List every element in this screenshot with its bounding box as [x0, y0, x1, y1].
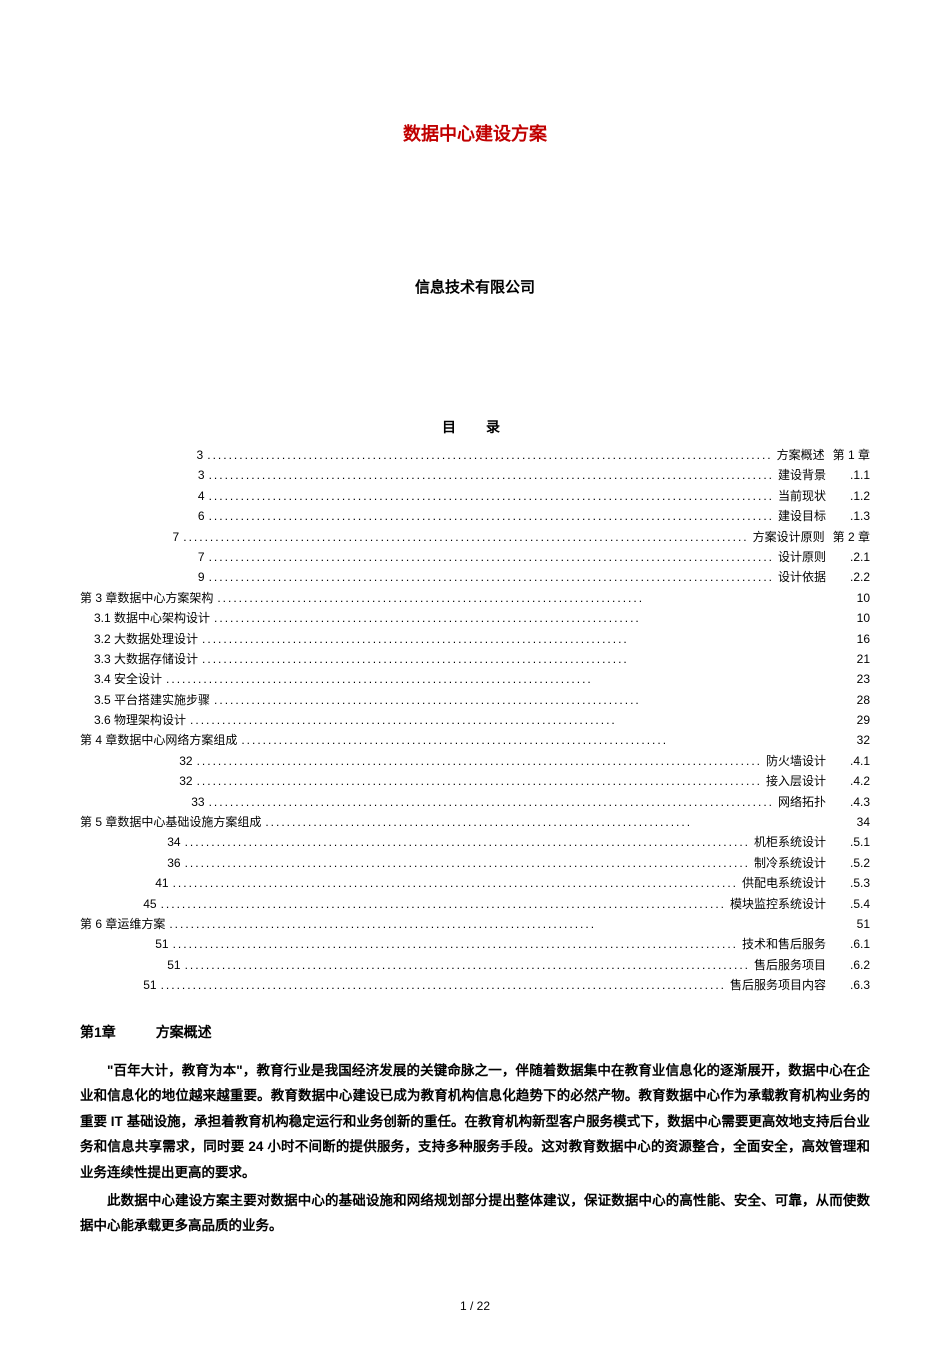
- chapter-number: 第1章: [80, 1024, 116, 1040]
- toc-entry: 51......................................…: [80, 955, 870, 975]
- toc-entry: 第 4 章数据中心网络方案组成.........................…: [80, 730, 870, 750]
- toc-entry: 3.......................................…: [80, 465, 870, 485]
- toc-entry: 34......................................…: [80, 832, 870, 852]
- toc-heading: 目 录: [80, 417, 870, 437]
- company-name: 信息技术有限公司: [80, 276, 870, 297]
- toc-entry: 32......................................…: [80, 771, 870, 791]
- toc-entry: 第 5 章数据中心基础设施方案组成.......................…: [80, 812, 870, 832]
- toc-entry: 51......................................…: [80, 934, 870, 954]
- toc-entry: 3.2 大数据处理设计.............................…: [80, 629, 870, 649]
- document-title: 数据中心建设方案: [80, 120, 870, 146]
- toc-entry: 3.4 安全设计................................…: [80, 669, 870, 689]
- toc-entry: 7.......................................…: [80, 527, 870, 547]
- page-footer: 1 / 22: [80, 1299, 870, 1313]
- toc-entry: 3.6 物理架构设计..............................…: [80, 710, 870, 730]
- toc-entry: 3.3 大数据存储设计.............................…: [80, 649, 870, 669]
- paragraph: 此数据中心建设方案主要对数据中心的基础设施和网络规划部分提出整体建议，保证数据中…: [80, 1188, 870, 1239]
- toc-entry: 3.1 数据中心架构设计............................…: [80, 608, 870, 628]
- toc-entry: 41......................................…: [80, 873, 870, 893]
- toc-entry: 51......................................…: [80, 975, 870, 995]
- paragraph: "百年大计，教育为本"，教育行业是我国经济发展的关键命脉之一，伴随着数据集中在教…: [80, 1058, 870, 1186]
- toc-entry: 第 6 章运维方案...............................…: [80, 914, 870, 934]
- toc-entry: 7.......................................…: [80, 547, 870, 567]
- toc-entry: 36......................................…: [80, 853, 870, 873]
- chapter-heading: 第1章 方案概述: [80, 1022, 870, 1042]
- chapter-title: 方案概述: [156, 1024, 212, 1040]
- toc-entry: 第 3 章数据中心方案架构...........................…: [80, 588, 870, 608]
- table-of-contents: 3.......................................…: [80, 445, 870, 996]
- toc-entry: 33......................................…: [80, 792, 870, 812]
- toc-entry: 3.5 平台搭建实施步骤............................…: [80, 690, 870, 710]
- toc-entry: 9.......................................…: [80, 567, 870, 587]
- toc-entry: 32......................................…: [80, 751, 870, 771]
- body-text: "百年大计，教育为本"，教育行业是我国经济发展的关键命脉之一，伴随着数据集中在教…: [80, 1058, 870, 1239]
- toc-entry: 6.......................................…: [80, 506, 870, 526]
- toc-entry: 3.......................................…: [80, 445, 870, 465]
- toc-entry: 4.......................................…: [80, 486, 870, 506]
- toc-entry: 45......................................…: [80, 894, 870, 914]
